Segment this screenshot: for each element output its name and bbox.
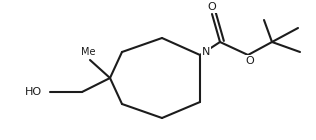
Text: Me: Me <box>81 47 95 57</box>
Text: HO: HO <box>25 87 42 97</box>
Text: O: O <box>246 56 254 66</box>
Text: O: O <box>208 2 216 12</box>
Text: N: N <box>202 47 210 57</box>
